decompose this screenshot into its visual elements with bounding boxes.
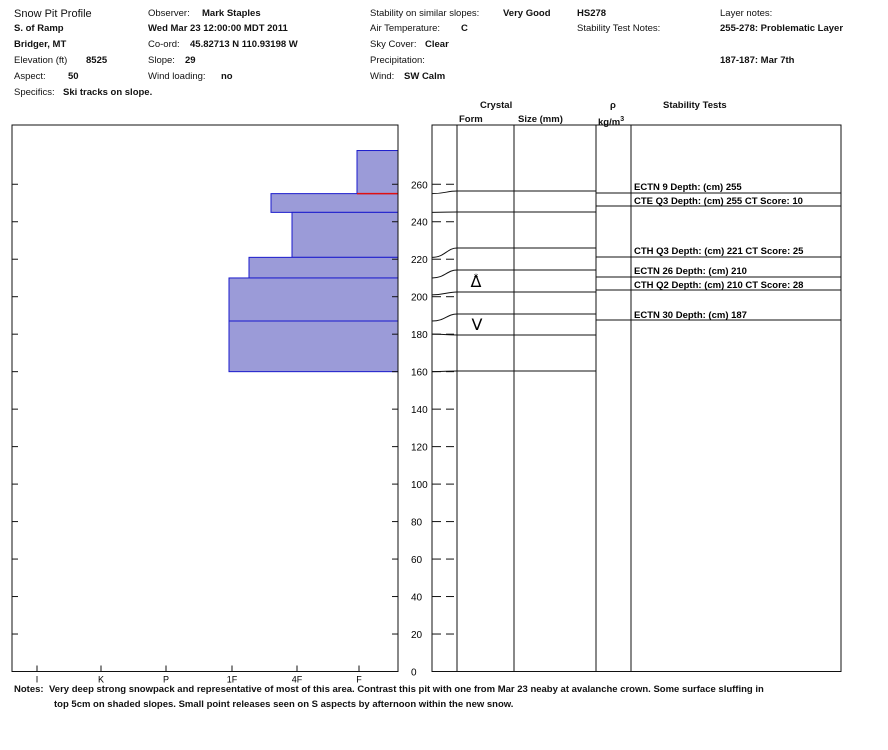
air-temp-label: Air Temperature:: [370, 23, 441, 34]
crystal-header: Crystal: [480, 100, 513, 111]
aspect-label: Aspect:: [14, 71, 46, 82]
sky-cover-label: Sky Cover:: [370, 39, 417, 50]
notes-label: Notes:: [14, 684, 44, 695]
slope-value: 29: [185, 55, 196, 66]
size-header: Size (mm): [518, 114, 563, 125]
hardness-bar-0: [356, 150, 399, 195]
hs-value: HS278: [577, 8, 607, 19]
stability-test-3: ECTN 26 Depth: (cm) 210: [634, 266, 747, 277]
y-tick-label-220: 220: [411, 255, 428, 266]
layer-line-255: [431, 190, 596, 195]
stability-test-4: CTH Q2 Depth: (cm) 210 CT Score: 28: [634, 280, 803, 291]
density-unit: kg/m3: [598, 116, 625, 129]
grain-depth-hoar-symbol: V: [472, 315, 483, 334]
x-tick-label-4F: 4F: [292, 675, 303, 685]
location: S. of Ramp: [14, 23, 64, 34]
air-temp-value: C: [461, 23, 468, 34]
stability-test-2: CTH Q3 Depth: (cm) 221 CT Score: 25: [634, 246, 804, 257]
elevation-value: 8525: [86, 55, 108, 66]
stability-notes-label: Stability Test Notes:: [577, 23, 661, 34]
layer-line-160: [431, 370, 596, 373]
x-tick-label-1F: 1F: [227, 675, 238, 685]
y-tick-label-0: 0: [411, 668, 417, 679]
y-tick-label-40: 40: [411, 593, 423, 604]
coord-value: 45.82713 N 110.93198 W: [190, 39, 298, 50]
observer-label: Observer:: [148, 8, 190, 19]
hardness-frame: [11, 124, 399, 672]
stability-test-5: ECTN 30 Depth: (cm) 187: [634, 310, 747, 321]
layer-note-2: 187-187: Mar 7th: [720, 55, 795, 66]
stability-label: Stability on similar slopes:: [370, 8, 480, 19]
observer-value: Mark Staples: [202, 8, 261, 19]
notes-line-2: top 5cm on shaded slopes. Small point re…: [54, 699, 514, 710]
wind-loading-value: no: [221, 71, 233, 82]
density-header: ρ: [610, 100, 616, 111]
grain-faceted-asterisk: *: [474, 273, 479, 283]
specifics-value: Ski tracks on slope.: [63, 87, 153, 98]
hardness-bar-4: [228, 277, 399, 373]
coord-label: Co-ord:: [148, 39, 180, 50]
form-header: Form: [459, 114, 483, 125]
layer-line-210: [431, 269, 596, 279]
x-tick-label-I: I: [36, 675, 39, 685]
stability-test-0: ECTN 9 Depth: (cm) 255: [634, 182, 742, 193]
y-tick-label-200: 200: [411, 293, 428, 304]
y-tick-label-140: 140: [411, 405, 428, 416]
grain-faceted-symbol: Δ: [471, 272, 482, 291]
y-tick-label-80: 80: [411, 518, 423, 529]
wind-loading-label: Wind loading:: [148, 71, 206, 82]
x-tick-label-K: K: [98, 675, 104, 685]
hardness-bar-3: [248, 256, 399, 279]
layer-line-180: [431, 333, 596, 336]
hardness-bar-2: [291, 211, 399, 258]
y-tick-label-120: 120: [411, 443, 428, 454]
y-tick-label-20: 20: [411, 630, 423, 641]
region: Bridger, MT: [14, 39, 67, 50]
specifics-label: Specifics:: [14, 87, 55, 98]
y-tick-label-180: 180: [411, 330, 428, 341]
sky-cover-value: Clear: [425, 39, 449, 50]
stability-value: Very Good: [503, 8, 551, 19]
wind-value: SW Calm: [404, 71, 446, 82]
y-tick-label-60: 60: [411, 555, 423, 566]
y-tick-label-260: 260: [411, 180, 428, 191]
layer-table-frame: [431, 124, 842, 672]
wind-label: Wind:: [370, 71, 395, 82]
layer-line-201: [431, 291, 596, 296]
y-tick-label-160: 160: [411, 368, 428, 379]
slope-label: Slope:: [148, 55, 175, 66]
elevation-label: Elevation (ft): [14, 55, 68, 66]
x-tick-label-P: P: [163, 675, 169, 685]
datetime: Wed Mar 23 12:00:00 MDT 2011: [148, 23, 288, 34]
stability-tests-header: Stability Tests: [663, 100, 727, 111]
notes-line-1: Very deep strong snowpack and representa…: [49, 684, 764, 695]
x-tick-label-F: F: [356, 675, 362, 685]
layer-line-187: [431, 313, 596, 322]
y-tick-label-240: 240: [411, 218, 428, 229]
layer-line-221: [431, 247, 596, 258]
hardness-bar-1: [270, 193, 399, 213]
aspect-value: 50: [68, 71, 79, 82]
y-tick-label-100: 100: [411, 480, 428, 491]
page-title: Snow Pit Profile: [14, 8, 92, 20]
precipitation-label: Precipitation:: [370, 55, 425, 66]
stability-test-1: CTE Q3 Depth: (cm) 255 CT Score: 10: [634, 196, 803, 207]
layer-notes-label: Layer notes:: [720, 8, 773, 19]
layer-note-1: 255-278: Problematic Layer: [720, 23, 844, 34]
